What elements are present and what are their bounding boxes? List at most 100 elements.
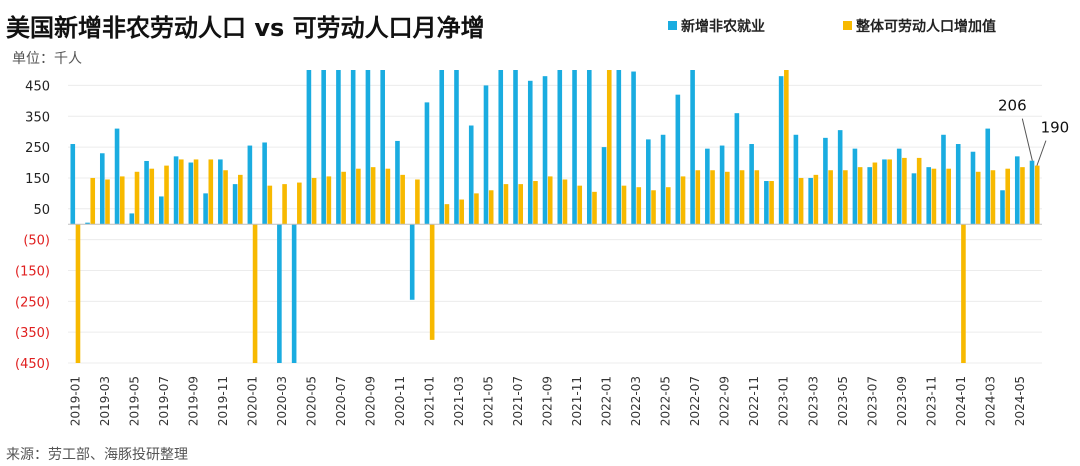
legend-swatch-nfp [668, 21, 677, 30]
bar-labor-2021-01 [429, 224, 435, 340]
bar-labor-2022-07 [695, 170, 701, 225]
bar-nfp-2023-08 [882, 159, 887, 225]
bar-labor-2020-06 [326, 176, 332, 225]
x-tick-label: 2020-09 [364, 376, 378, 426]
bar-labor-2022-09 [725, 171, 730, 225]
x-tick-label: 2024-05 [1013, 376, 1027, 426]
bar-labor-2023-09 [902, 157, 907, 225]
bar-nfp-2021-07 [513, 70, 518, 225]
annotation-label: 190 [1041, 119, 1070, 137]
unit-label: 单位：千人 [12, 51, 82, 67]
bar-labor-2020-10 [385, 168, 391, 225]
bar-labor-2024-01 [961, 224, 966, 363]
bar-labor-2022-12 [769, 181, 774, 225]
bar-nfp-2022-08 [705, 148, 710, 225]
x-tick-label: 2020-01 [245, 376, 259, 426]
bar-nfp-2023-04 [823, 137, 828, 225]
bar-labor-2023-08 [887, 159, 892, 225]
bar-nfp-2020-12 [409, 224, 415, 300]
bar-labor-2023-06 [857, 167, 863, 225]
x-tick-label: 2023-01 [777, 376, 791, 426]
x-tick-label: 2022-03 [629, 376, 643, 426]
bar-labor-2023-10 [916, 157, 922, 225]
bar-labor-2024-06 [1034, 165, 1040, 225]
bar-nfp-2020-01 [247, 145, 253, 225]
bar-nfp-2019-03 [99, 153, 105, 225]
annotation-label: 206 [998, 97, 1027, 115]
bar-labor-2024-03 [990, 170, 996, 225]
bar-labor-2019-10 [208, 159, 214, 225]
y-tick-label: 50 [33, 203, 50, 218]
bar-nfp-2020-08 [350, 70, 356, 225]
x-axis-ticks: 2019-01 2019-03 2019-05 2019-07 2019-09 2019-… [68, 376, 1026, 426]
y-tick-label: (350) [15, 326, 50, 341]
x-tick-label: 2022-09 [718, 376, 732, 426]
bar-nfp-2022-10 [734, 113, 740, 225]
bar-labor-2022-01 [606, 70, 612, 225]
x-tick-label: 2022-01 [600, 376, 614, 426]
x-tick-label: 2019-01 [68, 376, 82, 426]
bar-nfp-2021-04 [468, 125, 474, 225]
chart-title: 美国新增非农劳动人口 vs 可劳动人口月净增 [6, 14, 485, 42]
bar-nfp-2021-08 [527, 80, 533, 225]
bars [70, 70, 1040, 363]
bar-labor-2021-06 [503, 184, 509, 225]
bar-nfp-2019-11 [218, 159, 223, 225]
bar-labor-2020-11 [400, 174, 405, 225]
bar-labor-2020-09 [370, 167, 376, 225]
bar-labor-2020-08 [356, 168, 361, 225]
bar-labor-2019-04 [119, 176, 125, 225]
bar-nfp-2023-06 [852, 148, 858, 225]
x-tick-label: 2024-03 [983, 376, 997, 426]
bar-labor-2019-02 [90, 177, 96, 225]
bar-nfp-2022-04 [646, 139, 651, 225]
bar-nfp-2019-01 [70, 144, 76, 225]
x-tick-label: 2022-11 [747, 376, 761, 426]
x-tick-label: 2024-01 [954, 376, 968, 426]
bar-nfp-2020-07 [336, 70, 341, 225]
x-tick-label: 2019-07 [157, 376, 171, 426]
x-tick-label: 2021-03 [452, 376, 466, 426]
bar-nfp-2022-11 [749, 144, 754, 225]
x-tick-label: 2022-05 [659, 376, 673, 426]
bar-labor-2022-10 [739, 170, 745, 225]
annotations: 206 190 [998, 97, 1069, 166]
bar-nfp-2019-06 [144, 160, 149, 225]
source-note: 来源：劳工部、海豚投研整理 [6, 447, 188, 463]
bar-labor-2022-04 [651, 190, 656, 225]
bar-nfp-2020-09 [365, 70, 371, 225]
x-tick-label: 2019-03 [98, 376, 112, 426]
bar-labor-2023-11 [931, 168, 937, 225]
bar-labor-2021-12 [592, 191, 597, 225]
bar-nfp-2022-06 [675, 94, 681, 225]
bar-labor-2019-09 [193, 159, 199, 225]
bar-nfp-2024-06 [1029, 160, 1035, 225]
x-tick-label: 2020-03 [275, 376, 289, 426]
bar-nfp-2023-03 [808, 177, 813, 225]
bar-nfp-2023-10 [911, 173, 917, 225]
x-tick-label: 2021-07 [511, 376, 525, 426]
bar-labor-2019-12 [238, 174, 243, 225]
x-tick-label: 2023-09 [895, 376, 909, 426]
bar-labor-2019-11 [223, 170, 228, 225]
y-tick-label: 250 [25, 141, 50, 156]
bar-labor-2022-02 [621, 185, 627, 225]
bar-labor-2019-05 [134, 171, 140, 225]
y-tick-label: (150) [15, 264, 50, 279]
bar-nfp-2021-05 [483, 85, 489, 225]
bar-nfp-2024-01 [955, 144, 961, 225]
bar-labor-2022-03 [636, 187, 642, 225]
bar-nfp-2020-02 [262, 142, 267, 225]
bar-nfp-2021-03 [454, 70, 459, 225]
bar-labor-2021-07 [518, 184, 524, 225]
x-tick-label: 2021-09 [541, 376, 555, 426]
bar-labor-2023-05 [843, 170, 848, 225]
bar-nfp-2024-02 [970, 151, 976, 225]
x-tick-label: 2019-09 [186, 376, 200, 426]
bar-labor-2024-05 [1020, 167, 1025, 225]
x-tick-label: 2019-11 [216, 376, 230, 426]
bar-nfp-2019-10 [203, 193, 208, 225]
bar-nfp-2024-04 [1000, 190, 1005, 225]
